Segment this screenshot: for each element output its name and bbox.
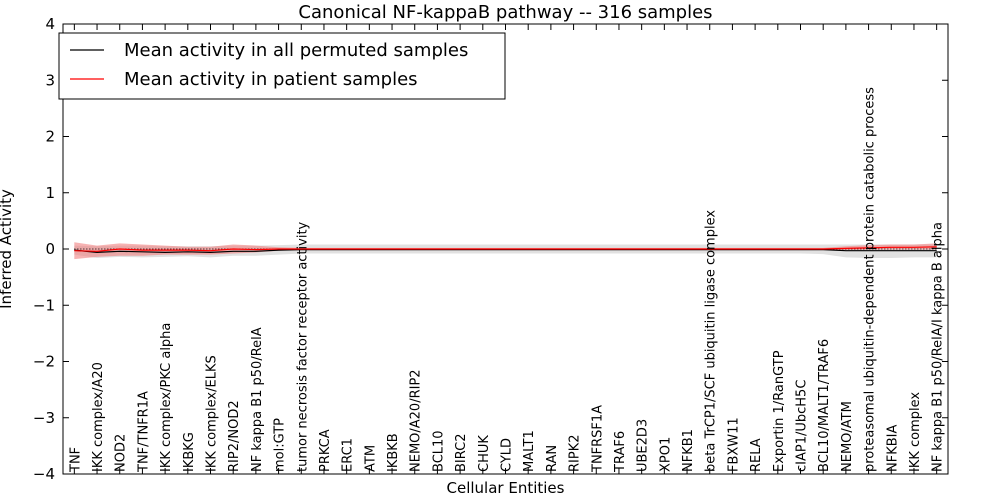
series-lines — [74, 246, 937, 254]
x-axis-labels: TNF IKK complex/A20 NOD2 TNF/TNFR1A IKK comp… — [68, 87, 945, 473]
x-category-label: NOD2 — [114, 434, 129, 472]
legend-box — [58, 32, 506, 100]
x-category-label: CHUK — [477, 435, 492, 472]
x-category-label: Exportin 1/RanGTP — [772, 350, 787, 472]
x-category-label: IKK complex/A20 — [91, 362, 106, 472]
x-category-label: TNF — [68, 447, 83, 473]
x-axis-ticks — [73, 24, 938, 474]
legend-entry-permuted: Mean activity in all permuted samples — [124, 40, 468, 61]
x-category-label: mol:GTP — [273, 418, 288, 472]
x-category-label: ERC1 — [341, 438, 356, 472]
x-category-label: PRKCA — [318, 429, 333, 472]
x-category-label: NEMO/A20/RIP2 — [409, 369, 424, 472]
x-category-label: IKK complex/PKC alpha — [159, 323, 174, 472]
x-category-label: BCL10 — [431, 430, 446, 472]
x-category-label: TNFRSF1A — [590, 405, 605, 473]
y-axis-label: Inferred Activity — [0, 189, 15, 309]
x-category-label: NF kappa B1 p50/RelA — [250, 327, 265, 472]
x-category-label: RAN — [545, 445, 560, 472]
x-category-label: IKBKB — [386, 433, 401, 472]
x-category-label: BIRC2 — [454, 434, 469, 473]
legend: Mean activity in all permuted samples Me… — [58, 32, 506, 100]
y-tick-label: −4 — [33, 465, 55, 483]
y-axis-ticks: −4 −3 −2 −1 0 1 2 3 4 — [33, 15, 948, 483]
x-category-label: tumor necrosis factor receptor activity — [295, 221, 310, 472]
x-axis-label: Cellular Entities — [447, 479, 565, 497]
y-tick-label: −2 — [33, 353, 55, 371]
y-tick-label: −3 — [33, 409, 55, 427]
y-tick-label: 4 — [45, 15, 55, 33]
x-category-label: RELA — [749, 438, 764, 472]
x-category-label: IKK complex — [908, 392, 923, 472]
y-tick-label: −1 — [33, 296, 55, 314]
y-tick-label: 3 — [45, 71, 55, 89]
x-category-label: CYLD — [500, 438, 515, 472]
x-category-label: UBE2D3 — [636, 419, 651, 472]
x-category-label: IKK complex/ELKS — [205, 355, 220, 472]
legend-entry-patient: Mean activity in patient samples — [124, 69, 418, 90]
x-category-label: TRAF6 — [613, 431, 628, 473]
x-category-label: MALT1 — [522, 430, 537, 472]
y-tick-label: 2 — [45, 128, 55, 146]
x-category-label: IKBKG — [182, 432, 197, 472]
x-category-label: proteasomal ubiquitin-dependent protein … — [863, 87, 878, 472]
x-category-label: TNF/TNFR1A — [136, 391, 151, 473]
x-category-label: RIP2/NOD2 — [227, 400, 242, 472]
x-category-label: XPO1 — [658, 437, 673, 472]
x-category-label: beta TrCP1/SCF ubiquitin ligase complex — [704, 210, 719, 472]
x-category-label: FBXW11 — [726, 417, 741, 472]
x-category-label: NFKBIA — [885, 425, 900, 472]
y-tick-label: 0 — [45, 240, 55, 258]
chart-title: Canonical NF-kappaB pathway -- 316 sampl… — [298, 2, 712, 23]
x-category-label: RIPK2 — [568, 434, 583, 472]
x-category-label: NF kappa B1 p50/RelA/I kappa B alpha — [931, 222, 946, 472]
y-tick-label: 1 — [45, 184, 55, 202]
x-category-label: ATM — [363, 445, 378, 472]
line-series-1 — [74, 246, 937, 252]
x-category-label: cIAP1/UbcH5C — [795, 380, 810, 472]
x-category-label: NFKB1 — [681, 429, 696, 472]
x-category-label: BCL10/MALT1/TRAF6 — [817, 339, 832, 472]
x-category-label: NEMO/ATM — [840, 401, 855, 472]
